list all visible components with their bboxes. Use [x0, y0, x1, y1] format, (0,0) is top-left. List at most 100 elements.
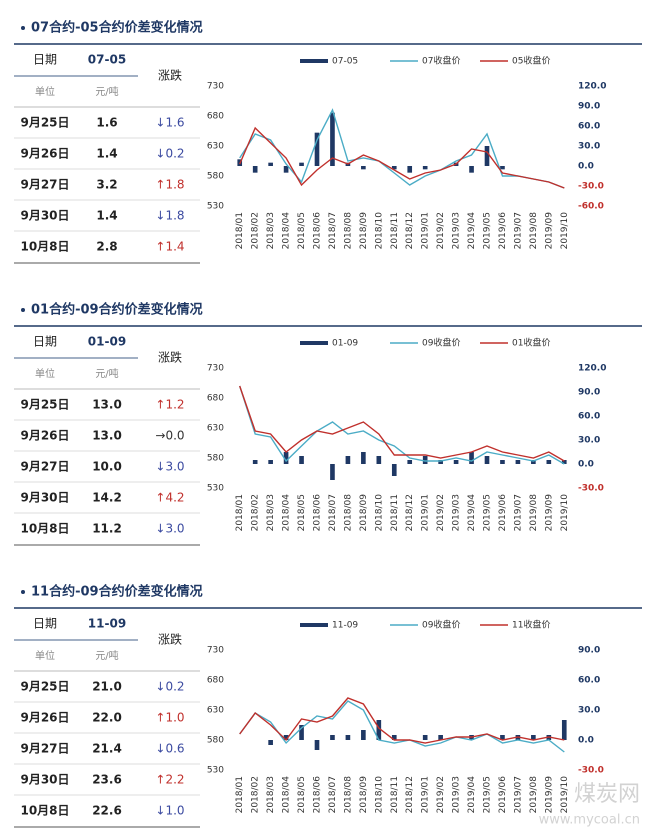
x-tick-label: 2019/01: [421, 776, 431, 813]
x-tick-label: 2018/09: [359, 212, 369, 250]
row-change: ↑1.2: [155, 398, 184, 412]
unit-label: 元/吨: [95, 85, 118, 98]
bar: [330, 464, 335, 480]
x-tick-label: 2018/01: [235, 494, 245, 531]
bar: [407, 460, 413, 464]
row-date: 10月8日: [20, 240, 69, 254]
x-tick-label: 2019/07: [513, 494, 523, 531]
x-tick-label: 2018/03: [266, 776, 276, 813]
x-tick-label: 2019/08: [529, 212, 539, 250]
table-header: 日期: [33, 335, 57, 349]
watermark: www.mycoal.cn: [539, 813, 640, 828]
x-tick-label: 2019/05: [483, 212, 493, 249]
table-header: 日期: [33, 617, 57, 631]
price-line: [239, 700, 565, 753]
x-tick-label: 2018/07: [328, 494, 338, 531]
x-tick-label: 2018/01: [235, 212, 245, 249]
bar: [391, 166, 397, 170]
bar: [453, 460, 459, 464]
row-date: 9月26日: [20, 711, 69, 725]
x-tick-label: 2018/09: [359, 494, 369, 532]
x-tick-label: 2019/09: [544, 776, 554, 814]
bar: [500, 735, 505, 740]
x-tick-label: 2018/11: [390, 212, 400, 249]
row-value: 23.6: [92, 773, 122, 787]
bar: [361, 730, 366, 740]
legend-label: 07-05: [332, 57, 358, 67]
legend-label: 01-09: [332, 339, 358, 349]
bar: [314, 740, 320, 750]
x-tick-label: 2018/11: [390, 494, 400, 531]
y2-tick-label: 0.0: [578, 162, 594, 172]
x-tick-label: 2019/05: [483, 776, 493, 813]
x-tick-label: 2019/05: [483, 494, 493, 531]
price-line: [239, 385, 565, 462]
legend-label: 09收盘价: [422, 619, 460, 631]
row-value: 14.2: [92, 491, 122, 505]
row-date: 9月25日: [20, 116, 69, 130]
bar: [283, 452, 289, 464]
x-tick-label: 2019/08: [529, 776, 539, 814]
y2-tick-label: 90.0: [578, 388, 600, 398]
x-tick-label: 2019/04: [467, 212, 477, 250]
bar: [484, 146, 490, 166]
row-date: 10月8日: [20, 804, 69, 818]
legend-label: 05收盘价: [512, 55, 550, 67]
row-value: 21.0: [92, 680, 122, 694]
price-line: [239, 126, 565, 189]
x-tick-label: 2019/10: [560, 776, 570, 814]
row-date: 9月25日: [20, 398, 69, 412]
x-tick-label: 2018/06: [313, 212, 323, 250]
row-value: 1.4: [96, 147, 117, 161]
row-date: 9月27日: [20, 742, 69, 756]
x-tick-label: 2019/01: [421, 212, 431, 249]
y-tick-label: 680: [207, 112, 224, 122]
bar: [391, 464, 397, 476]
row-date: 9月27日: [20, 460, 69, 474]
row-change: ↓0.2: [155, 147, 184, 161]
x-tick-label: 2018/07: [328, 212, 338, 249]
row-change: ↓3.0: [155, 522, 184, 536]
row-change: ↑4.2: [155, 491, 184, 505]
bar: [299, 725, 304, 740]
bar: [268, 460, 273, 464]
unit-label: 元/吨: [95, 649, 118, 662]
bar: [500, 166, 505, 170]
x-tick-label: 2019/03: [452, 212, 462, 249]
x-tick-label: 2019/03: [452, 776, 462, 813]
row-change: →0.0: [155, 429, 184, 443]
x-tick-label: 2018/08: [343, 494, 353, 532]
row-change: ↓1.6: [155, 116, 184, 130]
bar: [391, 735, 397, 740]
title-bullet: [21, 590, 25, 594]
table-header: 01-09: [88, 335, 126, 349]
x-tick-label: 2019/01: [421, 494, 431, 531]
x-tick-label: 2018/05: [297, 212, 307, 249]
x-tick-label: 2018/08: [343, 212, 353, 250]
bar: [252, 460, 258, 464]
legend-swatch: [300, 341, 328, 345]
row-change: ↓1.0: [155, 804, 184, 818]
y2-tick-label: 0.0: [578, 460, 594, 470]
y2-tick-label: 120.0: [578, 82, 606, 92]
title-bullet: [21, 308, 25, 312]
x-tick-label: 2018/04: [282, 776, 292, 814]
row-value: 3.2: [96, 178, 117, 192]
x-tick-label: 2018/11: [390, 776, 400, 813]
watermark: 煤炭网: [574, 782, 640, 807]
bar: [268, 740, 273, 745]
row-value: 2.8: [96, 240, 117, 254]
table-header: 涨跌: [158, 68, 182, 83]
x-tick-label: 2018/05: [297, 776, 307, 813]
row-date: 9月30日: [20, 491, 69, 505]
bar: [361, 166, 366, 170]
x-tick-label: 2018/05: [297, 494, 307, 531]
y2-tick-label: -60.0: [578, 202, 604, 212]
x-tick-label: 2018/02: [251, 776, 261, 813]
x-tick-label: 2019/10: [560, 494, 570, 532]
bar: [376, 456, 382, 464]
x-tick-label: 2018/01: [235, 776, 245, 813]
y2-tick-label: 90.0: [578, 102, 600, 112]
bar: [252, 166, 258, 173]
